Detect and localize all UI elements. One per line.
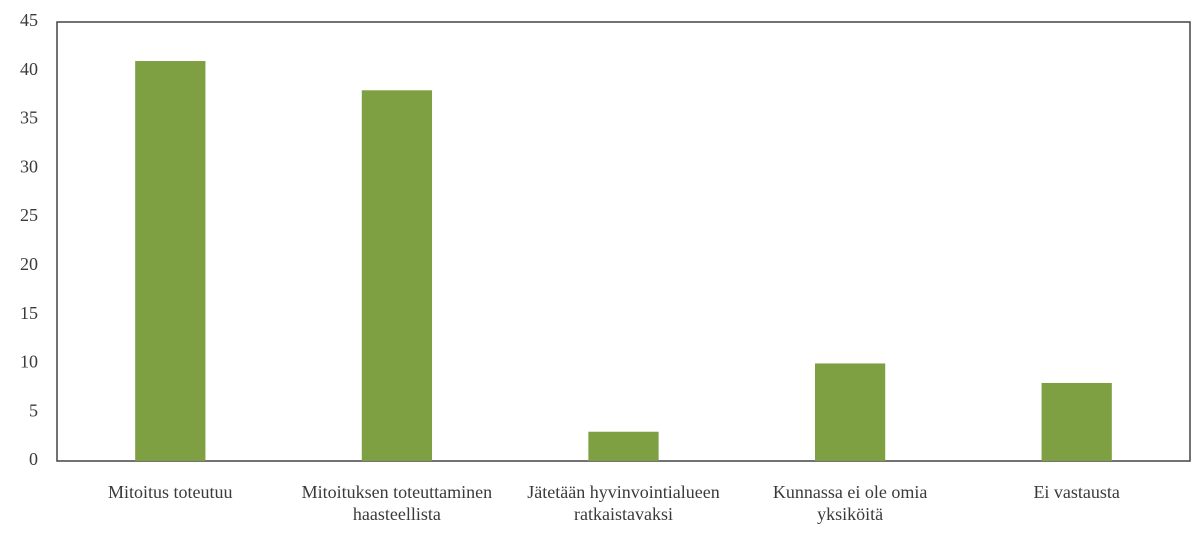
y-tick-label: 40 <box>20 59 38 79</box>
x-tick-label: Kunnassa ei ole omia yksiköitä <box>772 482 928 524</box>
y-tick-label: 15 <box>20 303 38 323</box>
bar <box>588 431 659 461</box>
x-tick-label: Ei vastausta <box>1033 482 1120 502</box>
y-tick-label: 45 <box>20 10 38 30</box>
y-tick-label: 10 <box>20 352 38 372</box>
x-tick-label: Jätetään hyvinvointialueen ratkaistavaks… <box>527 482 720 524</box>
y-tick-label: 25 <box>20 205 38 225</box>
bar <box>1041 382 1112 461</box>
y-tick-label: 30 <box>20 156 38 176</box>
y-tick-label: 20 <box>20 254 38 274</box>
x-tick-label: Mitoituksen toteuttaminen haasteellista <box>301 482 493 524</box>
plot-frame <box>56 21 1191 462</box>
bar <box>814 363 886 461</box>
y-tick-label: 35 <box>20 108 38 128</box>
bar <box>361 90 433 462</box>
y-tick-label: 5 <box>29 400 38 420</box>
y-tick-label: 0 <box>29 449 38 469</box>
x-tick-label: Mitoitus toteutuu <box>108 482 233 502</box>
bar <box>135 61 206 462</box>
